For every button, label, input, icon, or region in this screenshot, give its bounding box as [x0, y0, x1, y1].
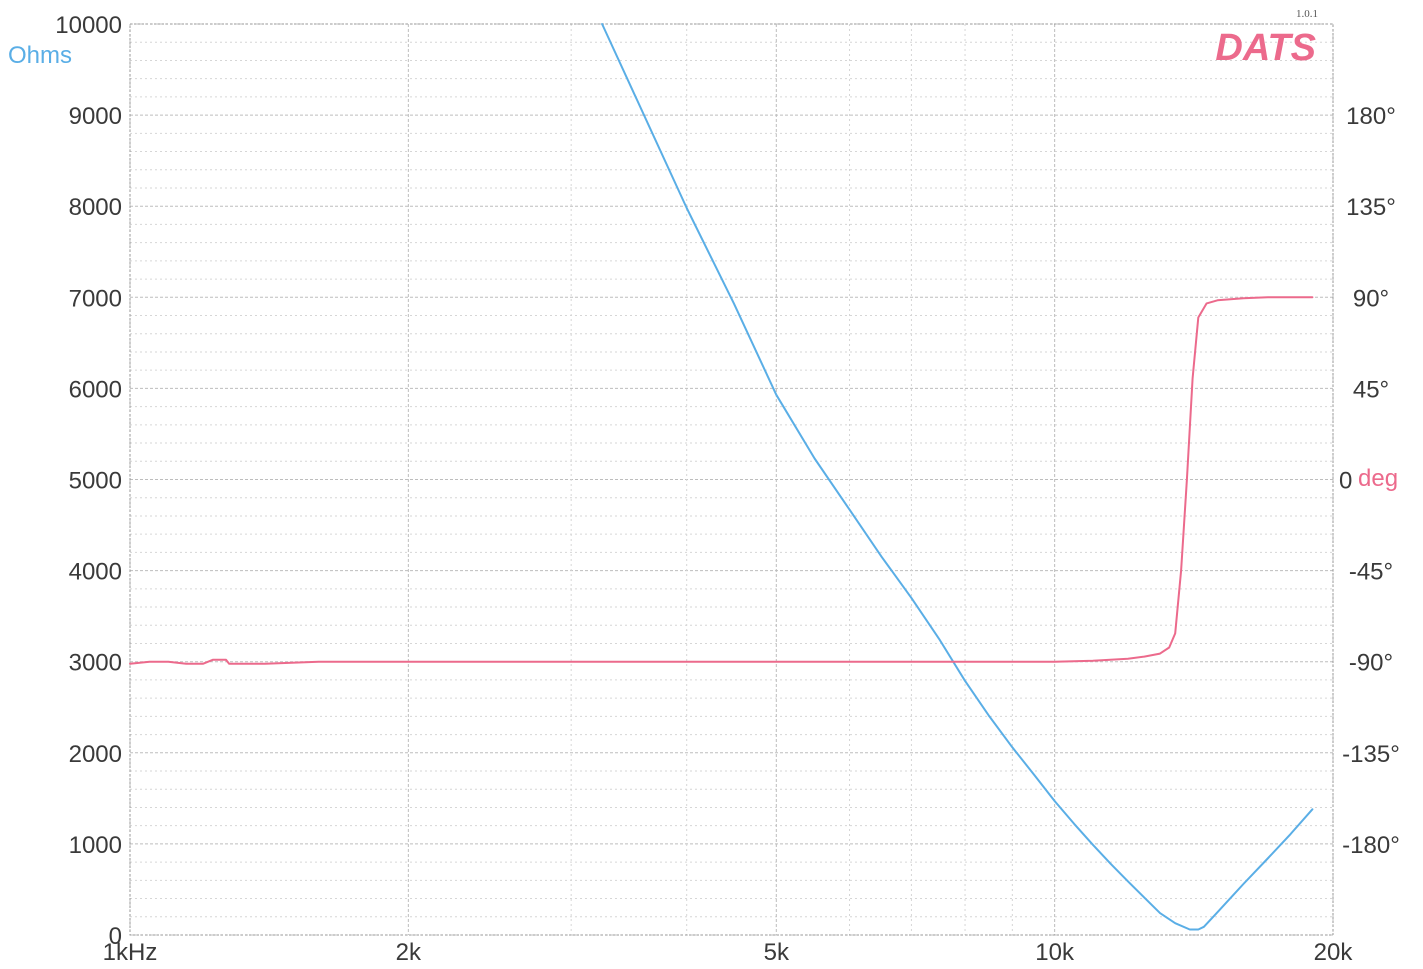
- dats-logo: DATS: [1215, 27, 1316, 69]
- y-right-tick-label: 135°: [1346, 194, 1396, 221]
- y-right-tick-label: 90°: [1353, 285, 1389, 312]
- y-left-tick-label: 1000: [69, 832, 122, 859]
- y-left-tick-label: 7000: [69, 285, 122, 312]
- y-right-tick-label: 45°: [1353, 376, 1389, 403]
- deg-unit-label: deg: [1358, 465, 1398, 492]
- ohms-unit-label: Ohms: [8, 42, 72, 69]
- version-label: 1.0.1: [1296, 8, 1318, 20]
- y-right-tick-label: 180°: [1346, 103, 1396, 130]
- y-left-tick-label: 5000: [69, 468, 122, 495]
- x-tick-label: 20k: [1314, 939, 1354, 966]
- plot-frame: [129, 23, 1334, 936]
- y-right-tick-label: 0: [1339, 468, 1352, 495]
- x-tick-label: 5k: [764, 939, 790, 966]
- right-axis-ticks: 180° 135° 90° 45° 0 -45° -90° -135° -180°: [1339, 103, 1400, 859]
- x-tick-label: 2k: [396, 939, 422, 966]
- y-left-tick-label: 3000: [69, 650, 122, 677]
- y-left-tick-label: 6000: [69, 376, 122, 403]
- x-tick-label: 1kHz: [103, 939, 158, 966]
- left-axis-ticks: 0 1000 2000 3000 4000 5000 6000 7000 8000 9000 100…: [55, 12, 122, 950]
- y-left-tick-label: 10000: [55, 12, 122, 39]
- y-right-tick-label: -180°: [1342, 832, 1400, 859]
- y-left-tick-label: 8000: [69, 194, 122, 221]
- y-left-tick-label: 4000: [69, 559, 122, 586]
- y-right-tick-label: -45°: [1349, 559, 1393, 586]
- y-left-tick-label: 2000: [69, 741, 122, 768]
- x-axis-ticks: 1kHz 2k 5k 10k 20k: [103, 939, 1354, 966]
- phase-series-line: [129, 296, 1314, 665]
- series-layer: [129, 23, 1314, 931]
- y-right-tick-label: -135°: [1342, 741, 1400, 768]
- x-tick-label: 10k: [1035, 939, 1075, 966]
- y-left-tick-label: 9000: [69, 103, 122, 130]
- y-left-tick-label: 0: [109, 923, 122, 950]
- impedance-series-line: [601, 23, 1314, 931]
- y-right-tick-label: -90°: [1349, 650, 1393, 677]
